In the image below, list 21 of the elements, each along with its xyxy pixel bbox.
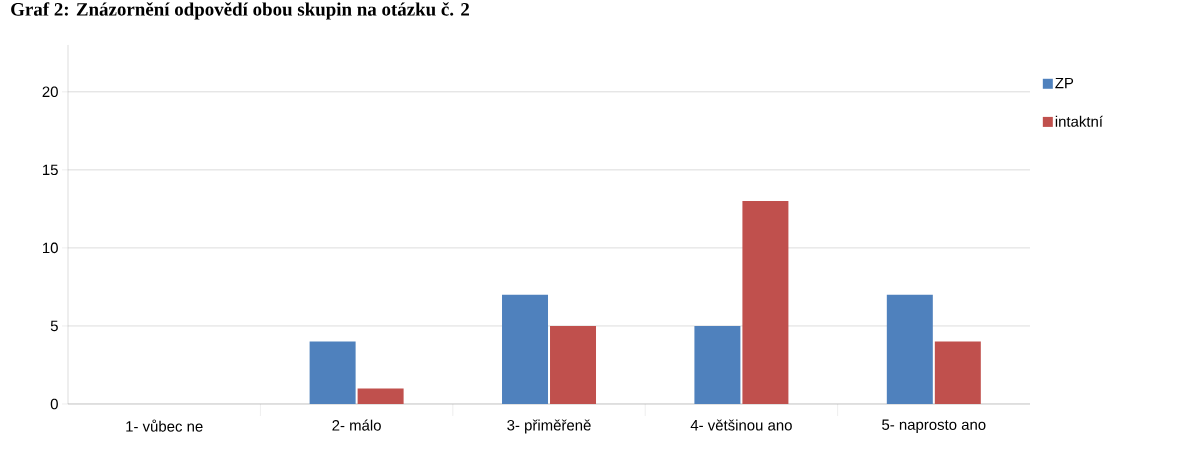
x-tick-label: 2- málo	[332, 419, 381, 431]
x-tick-label: 4- většinou ano	[690, 419, 792, 431]
y-tick-label: 15	[43, 164, 58, 176]
x-tick-label: 5- naprosto ano	[882, 419, 986, 433]
legend-label: intaktní	[1055, 115, 1103, 127]
y-tick-label: 5	[50, 320, 58, 332]
bar	[694, 325, 741, 404]
bar	[742, 201, 789, 404]
bar	[357, 388, 404, 404]
y-tick-label: 20	[42, 86, 58, 98]
bar	[934, 341, 981, 404]
x-tick-label: 1- vůbec ne	[126, 419, 203, 432]
bar	[886, 294, 933, 404]
x-tick-label: 3- přiměřeně	[507, 419, 591, 434]
bar	[502, 294, 549, 404]
y-tick-label: 10	[43, 242, 58, 254]
chart-title: Graf 2: Znázornění odpovědí obou skupin na otázku č. 2	[11, 2, 469, 20]
legend-label: ZP	[1055, 77, 1074, 89]
bar	[309, 341, 356, 404]
y-tick-label: 0	[50, 398, 58, 410]
bar	[550, 325, 597, 404]
